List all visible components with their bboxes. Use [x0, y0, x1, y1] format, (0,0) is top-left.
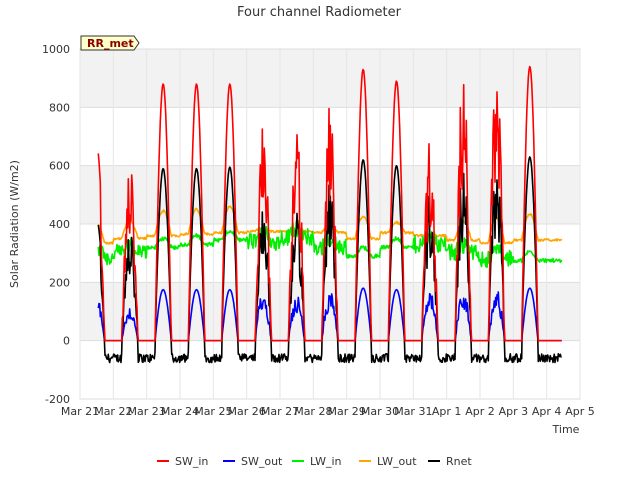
legend-item-sw-out: SW_out — [223, 455, 283, 468]
station-label: RR_met — [87, 37, 134, 50]
grid-band — [80, 49, 580, 108]
legend-label: LW_in — [310, 455, 342, 468]
chart-title: Four channel Radiometer — [237, 5, 402, 20]
y-tick-label: 800 — [49, 101, 70, 114]
x-tick-label: Mar 22 — [94, 405, 132, 418]
legend-item-lw-out: LW_out — [359, 455, 417, 468]
x-axis-label: Time — [552, 423, 580, 436]
legend-label: SW_out — [241, 455, 283, 468]
legend: SW_in SW_out LW_in LW_out Rnet — [157, 455, 472, 468]
x-tick-label: Mar 25 — [194, 405, 232, 418]
x-tick-label: Apr 3 — [499, 405, 529, 418]
grid-band — [80, 282, 580, 341]
x-tick-label: Mar 31 — [394, 405, 432, 418]
y-tick-label: 600 — [49, 160, 70, 173]
x-tick-label: Apr 1 — [432, 405, 462, 418]
y-axis-label: Solar Radiation (W/m2) — [8, 160, 21, 288]
series-line-rnet — [97, 156, 563, 364]
y-tick-label: 200 — [49, 276, 70, 289]
x-tick-label: Mar 27 — [261, 405, 299, 418]
x-tick-label: Apr 4 — [532, 405, 562, 418]
x-tick-label: Mar 29 — [328, 405, 366, 418]
y-tick-label: 400 — [49, 218, 70, 231]
legend-item-sw-in: SW_in — [157, 455, 208, 468]
series-layer — [97, 65, 563, 364]
x-tick-label: Mar 23 — [128, 405, 166, 418]
y-tick-label: 0 — [63, 335, 70, 348]
x-tick-label: Apr 2 — [465, 405, 495, 418]
x-tick-label: Mar 24 — [161, 405, 199, 418]
legend-item-rnet: Rnet — [428, 455, 472, 468]
legend-label: SW_in — [175, 455, 208, 468]
x-tick-label: Apr 5 — [565, 405, 595, 418]
legend-item-lw-in: LW_in — [292, 455, 342, 468]
y-tick-label: 1000 — [42, 43, 70, 56]
station-badge: RR_met — [80, 35, 140, 51]
x-tick-label: Mar 26 — [228, 405, 266, 418]
legend-label: LW_out — [377, 455, 417, 468]
series-line-sw-in — [97, 65, 562, 342]
legend-label: Rnet — [446, 455, 472, 468]
y-tick-label: -200 — [45, 393, 70, 406]
x-tick-label: Mar 30 — [361, 405, 399, 418]
x-tick-label: Mar 21 — [61, 405, 99, 418]
x-tick-label: Mar 28 — [294, 405, 332, 418]
